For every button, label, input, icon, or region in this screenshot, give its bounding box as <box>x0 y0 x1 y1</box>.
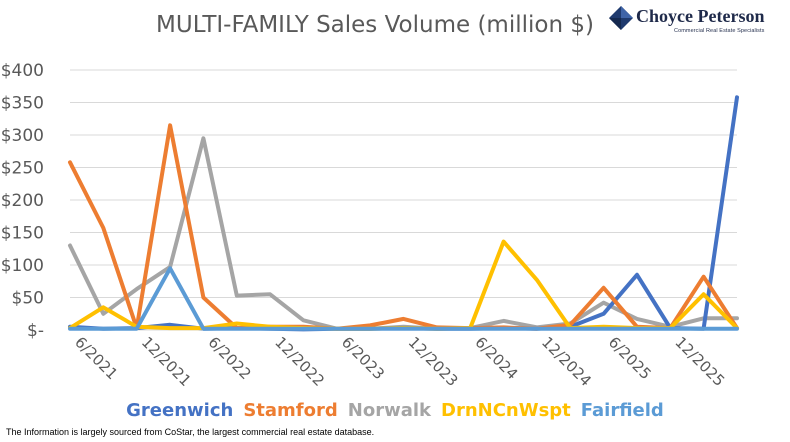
x-tick-label: 12/2024 <box>538 333 595 390</box>
x-tick-label-group: 6/2023 <box>338 333 388 383</box>
x-tick-label: 12/2022 <box>271 333 328 390</box>
y-tick-label: $300 <box>1 126 44 146</box>
x-tick-label: 12/2025 <box>671 333 728 390</box>
x-tick-label: 6/2024 <box>471 333 521 383</box>
y-tick-label: $100 <box>1 256 44 276</box>
y-tick-label: $400 <box>1 61 44 81</box>
x-tick-label-group: 12/2022 <box>271 333 328 390</box>
y-tick-label: $350 <box>1 94 44 114</box>
y-tick-label: $- <box>27 321 44 341</box>
x-tick-label: 12/2023 <box>405 333 462 390</box>
x-tick-label-group: 6/2022 <box>205 333 255 383</box>
x-tick-label: 12/2021 <box>138 333 195 390</box>
diamond-logo-icon <box>609 6 633 30</box>
x-tick-label: 6/2025 <box>605 333 655 383</box>
footnote: The Information is largely sourced from … <box>6 427 375 437</box>
y-tick-labels: $- $50 $100 $150 $200 $250 $300 $350 $400 <box>1 61 44 341</box>
y-tick-label: $200 <box>1 191 44 211</box>
y-tick-label: $50 <box>12 289 44 309</box>
series-line-stamford <box>68 123 739 331</box>
x-tick-label-group: 6/2024 <box>471 333 521 383</box>
x-tick-label-group: 6/2025 <box>605 333 655 383</box>
x-tick-label-group: 12/2024 <box>538 333 595 390</box>
series-line-fairfield <box>68 266 739 331</box>
x-tick-label-group: 12/2025 <box>671 333 728 390</box>
legend-item-fairfield: Fairfield <box>580 400 664 421</box>
legend-item-drnncnwspt: DrnNCnWspt <box>441 400 571 421</box>
x-tick-label: 6/2021 <box>71 333 121 383</box>
legend-item-norwalk: Norwalk <box>347 400 431 421</box>
x-tick-label: 6/2023 <box>338 333 388 383</box>
legend: Greenwich Stamford Norwalk DrnNCnWspt Fairfi… <box>0 400 790 421</box>
x-tick-labels: 6/2021 12/2021 6/2022 12/2022 6/2023 12/2023 6… <box>71 333 728 390</box>
series-line-drnncnwspt <box>68 239 739 331</box>
x-tick-label: 6/2022 <box>205 333 255 383</box>
x-tick-label-group: 6/2021 <box>71 333 121 383</box>
series-lines <box>68 95 739 332</box>
company-logo: Choyce Peterson Commercial Real Estate S… <box>608 4 786 40</box>
logo-tagline: Commercial Real Estate Specialists <box>674 28 765 34</box>
legend-item-greenwich: Greenwich <box>126 400 234 421</box>
legend-item-stamford: Stamford <box>243 400 338 421</box>
y-tick-label: $250 <box>1 159 44 179</box>
x-tick-label-group: 12/2023 <box>405 333 462 390</box>
gridlines <box>70 69 737 331</box>
chart-title: MULTI-FAMILY Sales Volume (million $) <box>156 12 594 38</box>
x-tick-label-group: 12/2021 <box>138 333 195 390</box>
y-tick-label: $150 <box>1 224 44 244</box>
series-line-norwalk <box>68 136 739 331</box>
logo-name: Choyce Peterson <box>636 6 765 26</box>
plot-area: $- $50 $100 $150 $200 $250 $300 $350 $400 6/2021… <box>1 61 739 390</box>
